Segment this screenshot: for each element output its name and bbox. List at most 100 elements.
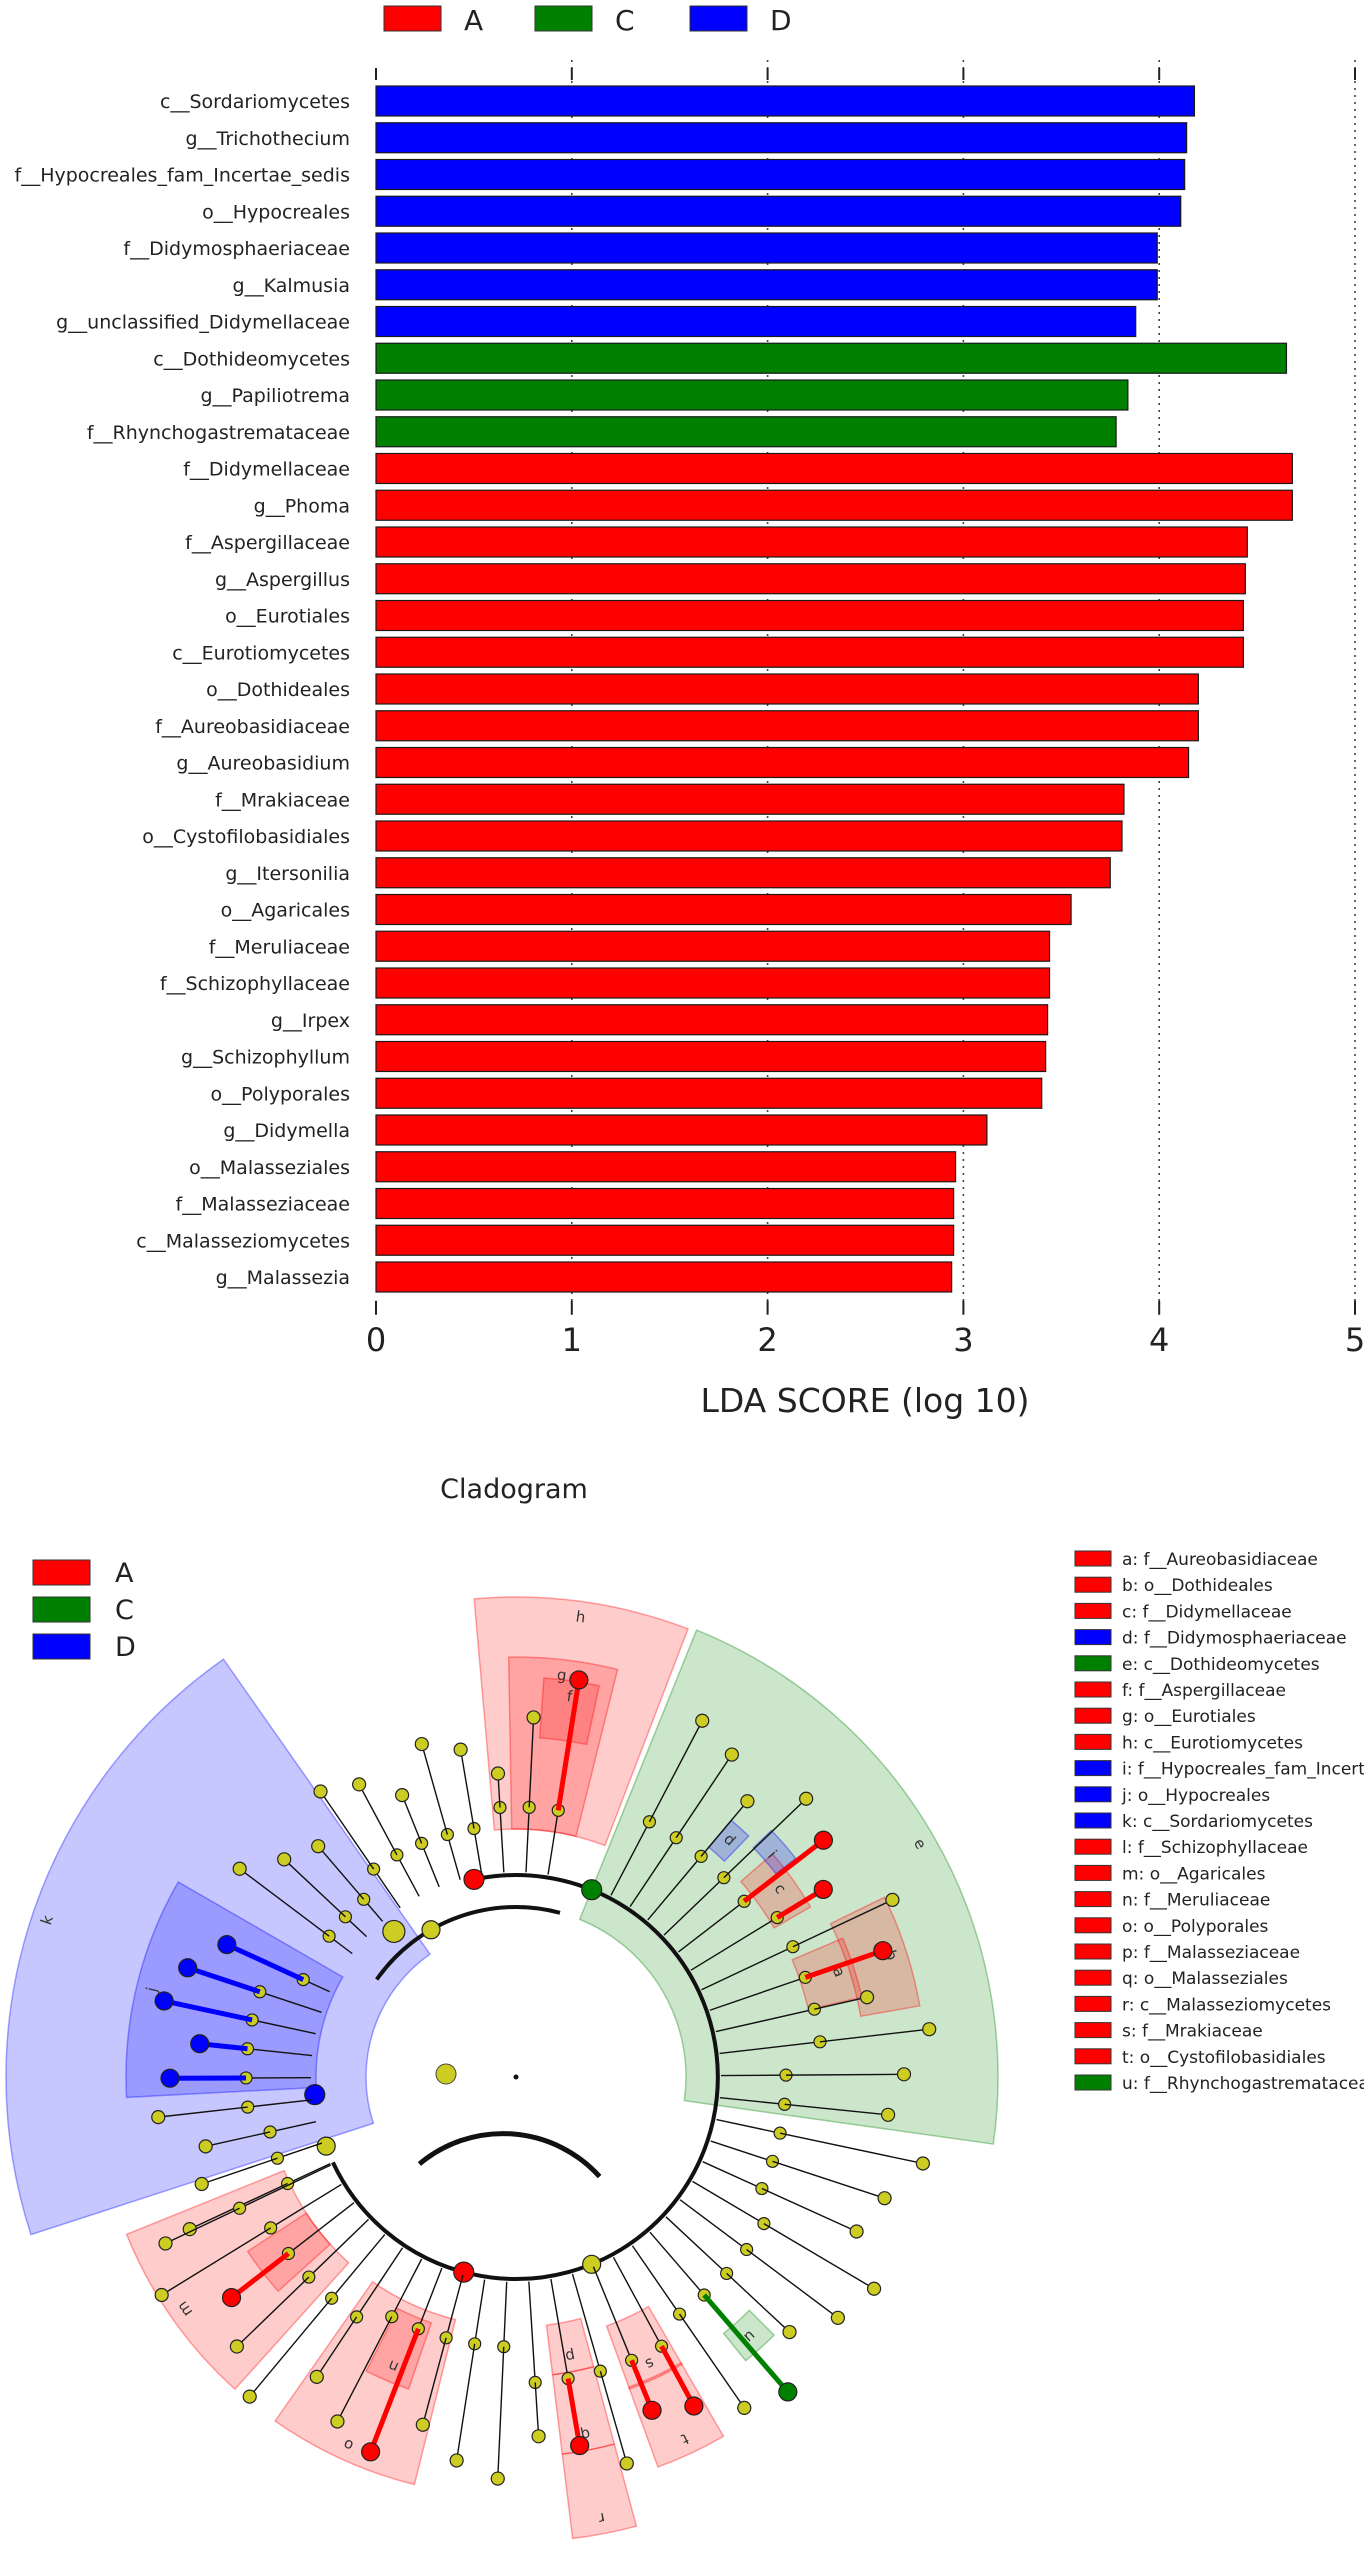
tree-node [619,2456,634,2471]
clade-sector-label-f: f [566,1687,574,1706]
tree-node [569,1670,589,1690]
clado-key-label: h: c__Eurotiomycetes [1122,1733,1303,1753]
tree-branch [649,2231,705,2296]
clado-legend-label-d: D [115,1632,136,1663]
lda-category-label: o__Dothideales [206,679,350,701]
tree-node [453,2261,475,2283]
tree-branch [702,2293,790,2394]
clado-key-swatch [1074,1812,1112,1829]
lda-category-label: c__Sordariomycetes [160,91,350,113]
tree-branch [422,2337,447,2425]
clado-key-label: p: f__Malasseziaceae [1122,1943,1300,1963]
tree-branch [459,1749,475,1829]
lda-category-label: f__Didymosphaeriaceae [123,238,350,260]
tree-node [672,2307,687,2321]
lda-category-label: g__Papiliotrema [200,385,350,407]
tree-branch [663,1877,725,1936]
lda-bar [375,599,1244,632]
tree-node [217,1935,237,1955]
tree-branch [247,2048,313,2057]
lda-bar [375,746,1190,779]
tree-branch [270,2183,342,2229]
lda-category-label: f__Schizophyllaceae [160,973,350,995]
clade-sector-label-h: h [575,1607,587,1626]
lda-bar [375,820,1123,852]
tree-branch [814,1996,868,2010]
tree-branch [201,2157,278,2185]
tree-root [513,2074,519,2080]
tree-branch [230,2251,290,2300]
tree-branch [565,2378,583,2446]
tree-node [313,1784,328,1799]
lda-category-label: g__unclassified_Didymellaceae [56,312,350,334]
lda-category-label: o__Malasseziales [189,1157,350,1179]
tree-branch [239,2164,332,2209]
tree-branch [319,1791,375,1870]
tree-branch [550,2278,569,2379]
tree-branch [692,2180,765,2225]
clade-sector-j [125,1880,344,2099]
lda-bar [375,857,1111,889]
clado-key-label: t: o__Cystofilobasidiales [1122,2048,1326,2068]
tree-node [415,2417,430,2432]
lda-legend-swatch-a [383,5,442,32]
lda-category-label: o__Cystofilobasidiales [142,826,350,848]
lda-category-label: f__Rhynchogastremataceae [87,422,350,444]
clado-legend-swatch-c [32,1596,91,1623]
clado-key-label: i: f__Hypocreales_fam_Incertae_sedis [1122,1760,1364,1780]
clado-key-swatch [1074,1681,1112,1698]
tree-node [724,1747,739,1762]
tree-branch [715,2008,815,2033]
tree-branch [648,1720,703,1823]
tree-branch [420,1843,440,1888]
lda-bar [375,1224,955,1256]
tree-branch [612,2256,663,2347]
tree-branch [497,2346,505,2479]
clado-key-swatch [1074,1864,1112,1881]
tree-node [467,1821,481,1836]
clado-legend-label-a: A [115,1558,134,1589]
clade-sector-b [829,1896,921,2018]
tree-branch [356,2247,404,2318]
lda-bar [375,1151,957,1183]
tree-node [782,2324,797,2340]
tree-node [531,2429,546,2444]
clado-key-label: q: o__Malasseziales [1122,1969,1288,1989]
tree-node [642,1815,657,1829]
tree-node [642,2400,662,2420]
lda-bar [375,232,1158,264]
tree-branch [610,1821,651,1896]
tree-node [849,2224,864,2239]
clado-key-swatch [1074,1602,1112,1619]
tree-branch [165,2207,240,2245]
lda-bar [375,1114,988,1146]
lda-legend-swatch-d [689,5,748,32]
tree-node [740,1794,755,1809]
clade-sector-e [578,1629,999,2145]
tree-branch [665,2216,728,2274]
tree-node [490,1766,506,1781]
tree-branch [719,2041,821,2055]
tree-branch [679,2199,748,2251]
lda-bar [375,1004,1049,1036]
lda-bar [375,489,1293,521]
cladogram: Cladogram hgfebacdiutsrqponmlkj ACD a: f… [5,1474,1364,2540]
clado-key-swatch [1074,1917,1112,1934]
clade-sector-p [545,2317,595,2376]
tree-node [316,2136,336,2156]
clade-sector-d [707,1819,750,1863]
tree-branch [249,2297,333,2398]
clado-key-label: k: c__Sordariomycetes [1122,1812,1313,1832]
lda-category-label: o__Hypocreales [202,201,350,223]
lda-bar-chart: A C D c__Sordariomycetes g__Trichothecium f_… [15,4,1364,1420]
tree-branch [779,2132,924,2165]
tree-branch [629,1837,677,1908]
lda-bars [375,85,1293,1293]
tree-node [304,2084,326,2106]
tree-branch [547,1810,559,1875]
tree-node [330,2414,345,2429]
lda-category-label: g__Malassezia [216,1267,350,1289]
tree-branch [746,2248,839,2319]
tree-node [593,2364,607,2378]
tree-node [449,2453,464,2468]
